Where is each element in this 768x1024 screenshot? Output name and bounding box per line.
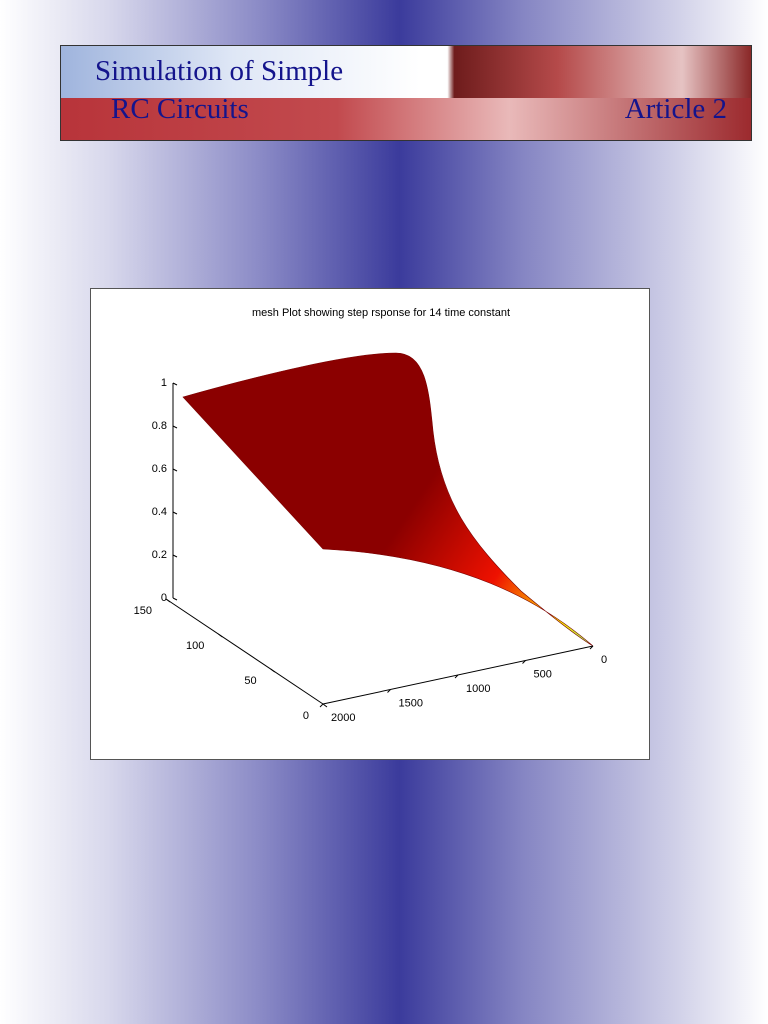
tick-mark [387, 689, 391, 693]
mesh-plot: mesh Plot showing step rsponse for 14 ti… [134, 307, 607, 724]
tick-label: 0.8 [152, 420, 167, 432]
tick-label: 50 [244, 675, 256, 687]
title-line: Simulation of Simple [95, 55, 344, 87]
tick-label: 0.4 [152, 506, 167, 518]
tick-label: 100 [186, 640, 204, 652]
tick-mark [589, 645, 594, 650]
title-line: RC Circuits [111, 93, 249, 125]
tick-label: 2000 [331, 712, 355, 724]
tick-label: 500 [534, 668, 552, 680]
tick-label: 0 [161, 592, 167, 604]
tick-mark [172, 425, 178, 429]
title-banner: Simulation of Simple RC Circuits Article… [60, 45, 752, 141]
tick-mark [522, 660, 526, 664]
axis-line [165, 598, 324, 705]
tick-mark [270, 668, 275, 673]
tick-mark [454, 674, 459, 679]
tick-label: 150 [134, 605, 152, 617]
article-label: Article 2 [624, 93, 727, 125]
tick-mark [322, 703, 328, 708]
tick-label: 1 [161, 377, 167, 389]
figure-title: mesh Plot showing step rsponse for 14 ti… [252, 307, 510, 319]
tick-label: 1000 [466, 683, 490, 695]
surface [182, 352, 594, 647]
tick-label: 0 [601, 654, 607, 666]
tick-mark [172, 511, 178, 515]
tick-label: 0.6 [152, 463, 167, 475]
tick-mark [172, 468, 178, 472]
tick-mark [172, 554, 178, 558]
tick-mark [172, 382, 178, 386]
figure: mesh Plot showing step rsponse for 14 ti… [90, 288, 650, 760]
tick-mark [218, 633, 223, 638]
banner-band [61, 46, 751, 98]
tick-mark [165, 598, 171, 603]
tick-mark [319, 703, 324, 708]
tick-label: 0 [303, 710, 309, 722]
tick-label: 1500 [399, 697, 423, 709]
tick-label: 0.2 [152, 549, 167, 561]
tick-mark [172, 597, 178, 601]
